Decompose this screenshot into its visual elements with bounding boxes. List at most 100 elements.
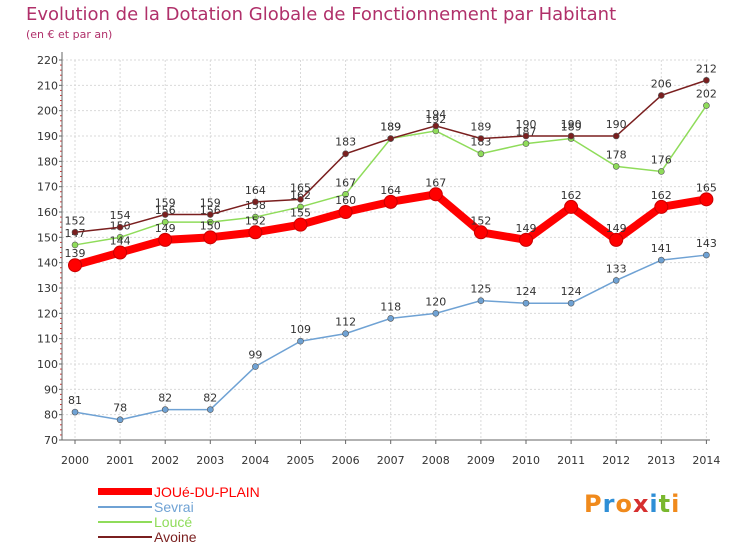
data-label-sevrai: 82 xyxy=(158,392,172,405)
data-point-avoine xyxy=(71,228,79,236)
data-point-avoine xyxy=(342,150,349,158)
data-point-jou-du-plain xyxy=(473,225,488,240)
data-label-avoine: 190 xyxy=(516,118,537,131)
logo-letter: r xyxy=(602,490,616,518)
data-label-avoine: 212 xyxy=(696,62,717,75)
data-label-avoine: 152 xyxy=(65,214,86,227)
y-tick-label: 190 xyxy=(37,130,58,143)
logo-letter: i xyxy=(671,490,681,518)
data-point-louc- xyxy=(342,190,349,198)
legend-label: JOUé-DU-PLAIN xyxy=(154,483,260,500)
proxiti-logo: Proxiti xyxy=(584,490,680,518)
data-label-jou-du-plain: 162 xyxy=(561,189,582,202)
data-point-sevrai xyxy=(567,299,575,307)
data-label-sevrai: 99 xyxy=(248,349,262,362)
data-point-sevrai xyxy=(657,256,665,264)
logo-letter: x xyxy=(632,490,650,518)
y-tick-label: 170 xyxy=(37,181,58,194)
x-tick-label: 2003 xyxy=(196,454,224,467)
y-tick-label: 90 xyxy=(44,383,58,396)
data-point-sevrai xyxy=(432,310,440,317)
data-point-sevrai xyxy=(71,408,79,416)
legend-item: JOUé-DU-PLAIN xyxy=(98,483,260,500)
data-point-jou-du-plain xyxy=(519,232,533,247)
data-point-avoine xyxy=(297,196,304,203)
data-label-sevrai: 81 xyxy=(68,394,82,407)
data-point-jou-du-plain xyxy=(564,199,579,214)
y-tick-label: 160 xyxy=(37,206,58,219)
data-label-sevrai: 82 xyxy=(203,392,217,405)
logo-letter: i xyxy=(649,490,659,518)
data-point-sevrai xyxy=(297,337,304,345)
data-point-avoine xyxy=(116,223,124,231)
data-point-sevrai xyxy=(252,363,259,370)
x-tick-label: 2012 xyxy=(602,454,630,467)
data-label-jou-du-plain: 162 xyxy=(651,189,672,202)
data-label-louc-: 202 xyxy=(696,88,717,101)
y-tick-label: 130 xyxy=(37,282,58,295)
data-label-avoine: 194 xyxy=(425,108,446,121)
chart-title: Evolution de la Dotation Globale de Fonc… xyxy=(26,4,617,25)
legend-swatch xyxy=(98,505,152,508)
data-point-sevrai xyxy=(116,416,124,424)
data-label-avoine: 189 xyxy=(380,121,401,134)
data-label-jou-du-plain: 152 xyxy=(245,214,266,227)
data-point-jou-du-plain xyxy=(338,205,353,219)
x-tick-label: 2010 xyxy=(512,454,540,467)
y-tick-label: 220 xyxy=(37,54,58,67)
data-point-louc- xyxy=(522,140,530,147)
data-point-sevrai xyxy=(387,315,395,322)
data-label-avoine: 159 xyxy=(155,197,176,210)
data-label-sevrai: 118 xyxy=(380,300,401,313)
legend-item: Sevrai xyxy=(98,499,260,515)
legend-label: Loucé xyxy=(154,513,193,530)
data-label-louc-: 162 xyxy=(290,189,311,202)
chart-subtitle: (en € et par an) xyxy=(26,28,113,41)
data-label-avoine: 165 xyxy=(290,181,311,194)
data-point-jou-du-plain xyxy=(158,232,173,247)
data-label-louc-: 189 xyxy=(380,121,401,134)
data-point-jou-du-plain xyxy=(113,245,128,260)
data-point-jou-du-plain xyxy=(383,194,398,209)
data-point-sevrai xyxy=(207,406,214,413)
data-label-avoine: 189 xyxy=(470,121,491,134)
data-label-avoine: 190 xyxy=(561,118,582,131)
data-label-avoine: 190 xyxy=(606,118,627,131)
data-point-avoine xyxy=(477,135,485,142)
data-label-avoine: 183 xyxy=(335,136,356,149)
y-tick-label: 180 xyxy=(37,155,58,168)
data-point-jou-du-plain xyxy=(293,217,308,232)
legend-item: Avoine xyxy=(98,529,260,545)
data-point-louc- xyxy=(116,234,124,241)
x-tick-label: 2002 xyxy=(151,454,179,467)
data-label-jou-du-plain: 144 xyxy=(110,235,131,248)
data-label-jou-du-plain: 167 xyxy=(425,176,446,189)
data-label-avoine: 206 xyxy=(651,77,672,90)
data-label-sevrai: 133 xyxy=(606,262,627,275)
data-point-louc- xyxy=(477,150,485,158)
data-point-avoine xyxy=(387,135,395,142)
data-label-jou-du-plain: 152 xyxy=(470,214,491,227)
data-label-jou-du-plain: 164 xyxy=(380,184,401,197)
data-label-jou-du-plain: 150 xyxy=(200,219,221,232)
data-label-louc-: 167 xyxy=(335,176,356,189)
x-tick-label: 2004 xyxy=(241,454,269,467)
y-tick-label: 80 xyxy=(44,409,58,422)
data-label-jou-du-plain: 165 xyxy=(696,181,717,194)
legend: JOUé-DU-PLAIN Sevrai Loucé Avoine xyxy=(98,483,260,545)
data-label-jou-du-plain: 149 xyxy=(606,222,627,235)
data-point-jou-du-plain xyxy=(699,192,714,207)
y-tick-label: 200 xyxy=(37,105,58,118)
data-point-louc- xyxy=(703,102,710,109)
y-tick-label: 70 xyxy=(44,434,58,447)
data-label-avoine: 164 xyxy=(245,184,266,197)
data-point-sevrai xyxy=(703,251,710,259)
legend-swatch xyxy=(98,520,152,523)
data-label-jou-du-plain: 139 xyxy=(65,247,86,260)
data-label-sevrai: 125 xyxy=(470,283,491,296)
data-point-jou-du-plain xyxy=(609,232,624,247)
data-point-sevrai xyxy=(342,330,349,337)
data-point-avoine xyxy=(703,76,710,84)
